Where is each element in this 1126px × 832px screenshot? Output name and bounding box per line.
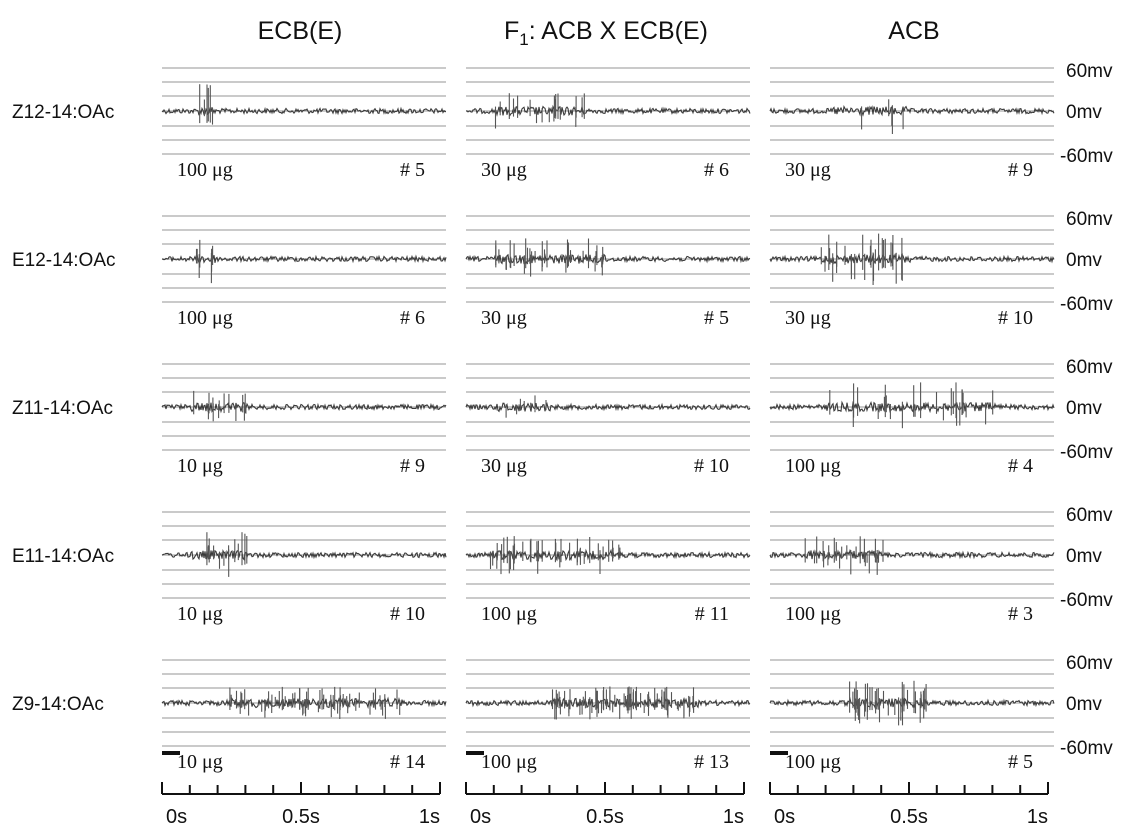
mv-label-top: 60mv [1066,653,1113,674]
signal-trace [769,696,1055,709]
signal-trace [161,548,447,561]
time-label-end: 1s [1027,806,1048,828]
recording-number: # 3 [1008,603,1033,625]
figure-panels: Z12-14:OAc 100 μg # 5 30 μg # 6 30 μg # 9 60mv 0… [12,61,1113,828]
time-label-mid: 0.5s [890,806,928,828]
time-label-start: 0s [470,806,491,828]
signal-trace [161,106,447,116]
signal-trace [161,254,447,264]
dose-label: 100 μg [785,603,841,625]
row-label: Z12-14:OAc [12,102,114,123]
mv-label-bottom: -60mv [1060,590,1113,611]
f1-rest: : ACB X ECB(E) [529,17,708,45]
time-label-mid: 0.5s [586,806,624,828]
recording-number: # 4 [1008,455,1033,477]
mv-label-top: 60mv [1066,61,1113,82]
mv-label-top: 60mv [1066,505,1113,526]
f1-subscript: 1 [519,30,528,49]
dose-label: 30 μg [481,455,527,477]
column-title-acb: ACB [888,17,939,45]
recording-number: # 11 [695,603,729,625]
recording-number: # 10 [390,603,425,625]
signal-trace [769,252,1055,266]
dose-label: 10 μg [177,751,223,773]
time-label-start: 0s [774,806,795,828]
mv-label-bottom: -60mv [1060,146,1113,167]
recording-number: # 14 [390,751,425,773]
signal-trace [465,401,751,413]
mv-label-zero: 0mv [1066,250,1102,271]
recording-number: # 6 [400,307,425,329]
dose-label: 30 μg [785,159,831,181]
dose-label: 100 μg [785,455,841,477]
mv-label-bottom: -60mv [1060,442,1113,463]
time-label-mid: 0.5s [282,806,320,828]
dose-label: 100 μg [785,751,841,773]
recording-number: # 10 [694,455,729,477]
signal-trace [465,104,751,117]
signal-trace [769,105,1055,117]
signal-trace [465,696,751,709]
dose-label: 30 μg [481,159,527,181]
recording-number: # 5 [400,159,425,181]
mv-label-zero: 0mv [1066,694,1102,715]
recording-number: # 5 [1008,751,1033,773]
dose-label: 100 μg [481,603,537,625]
time-label-end: 1s [419,806,440,828]
dose-label: 30 μg [481,307,527,329]
row-label: Z9-14:OAc [12,694,104,715]
recording-number: # 5 [704,307,729,329]
row-label: Z11-14:OAc [12,398,113,419]
mv-label-top: 60mv [1066,357,1113,378]
recording-number: # 9 [400,455,425,477]
signal-trace [769,548,1055,560]
mv-label-zero: 0mv [1066,546,1102,567]
mv-label-top: 60mv [1066,209,1113,230]
recording-number: # 13 [694,751,729,773]
signal-trace [769,400,1055,414]
row-label: E11-14:OAc [12,546,114,567]
f1-prefix: F [504,17,519,45]
mv-label-zero: 0mv [1066,398,1102,419]
dose-label: 30 μg [785,307,831,329]
dose-label: 100 μg [177,307,233,329]
recording-number: # 9 [1008,159,1033,181]
row-label: E12-14:OAc [12,250,116,271]
mv-label-bottom: -60mv [1060,738,1113,759]
mv-label-zero: 0mv [1066,102,1102,123]
time-label-end: 1s [723,806,744,828]
time-label-start: 0s [166,806,187,828]
signal-trace [161,696,447,710]
mv-label-bottom: -60mv [1060,294,1113,315]
dose-label: 100 μg [481,751,537,773]
signal-trace [465,253,751,265]
dose-label: 10 μg [177,603,223,625]
column-title-ecb: ECB(E) [258,17,343,45]
recording-number: # 6 [704,159,729,181]
dose-label: 10 μg [177,455,223,477]
recording-number: # 10 [998,307,1033,329]
column-title-f1: F1: ACB X ECB(E) [504,17,708,49]
dose-label: 100 μg [177,159,233,181]
